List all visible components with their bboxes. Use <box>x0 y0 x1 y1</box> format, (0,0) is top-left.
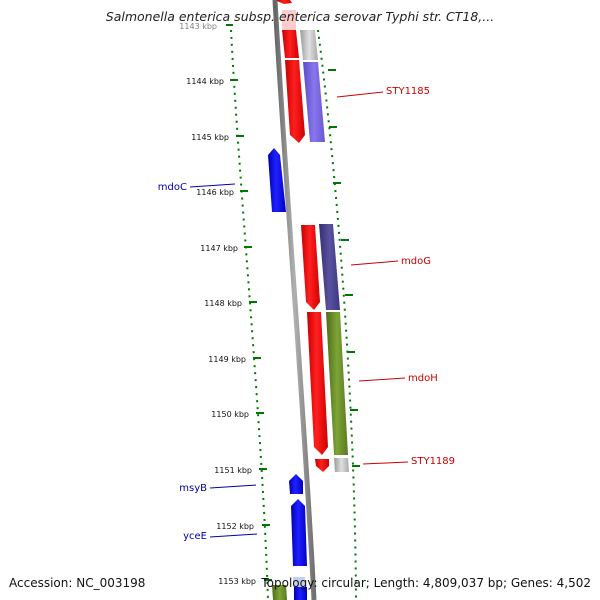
genome-backbone <box>272 0 317 600</box>
tick-label: 1145 kbp <box>191 133 229 142</box>
cog-block-gray[interactable] <box>300 30 318 60</box>
gene-arrow-reverse[interactable] <box>289 474 303 494</box>
gene-labels: STY1185 mdoC mdoG mdoH STY1189 msyB yceE <box>158 86 455 542</box>
gene-label-msyb[interactable]: msyB <box>179 483 207 494</box>
cog-block-dark-purple[interactable] <box>319 224 340 310</box>
tick-label: 1147 kbp <box>200 244 238 253</box>
reverse-genes <box>268 148 307 600</box>
tick-label: 1148 kbp <box>204 299 242 308</box>
tick-label: 1146 kbp <box>196 188 234 197</box>
gene-faint-reverse <box>293 577 305 587</box>
cog-block-green[interactable] <box>272 585 287 600</box>
tick-label: 1149 kbp <box>208 355 246 364</box>
scale-ticks <box>226 24 360 581</box>
gene-arrow-forward[interactable] <box>315 459 329 472</box>
gene-arrow-reverse[interactable] <box>294 587 307 600</box>
gene-arrow-reverse[interactable] <box>291 499 307 566</box>
gene-faint-forward <box>282 10 296 30</box>
gene-arrow-forward[interactable] <box>307 312 328 455</box>
cog-block-green[interactable] <box>326 312 348 455</box>
guide-arc-inner <box>230 29 269 600</box>
guide-dots <box>230 29 357 600</box>
cog-ring <box>272 30 349 600</box>
gene-label-mdoc[interactable]: mdoC <box>158 182 187 193</box>
gene-arrow-forward[interactable] <box>285 60 305 143</box>
gene-arrow-reverse[interactable] <box>268 148 286 212</box>
leader-line <box>336 91 384 98</box>
map-title: Salmonella enterica subsp. enterica sero… <box>106 9 494 24</box>
gene-arrow-forward[interactable] <box>282 30 299 58</box>
gene-label-sty1185[interactable]: STY1185 <box>386 86 430 97</box>
leader-line <box>362 461 409 465</box>
accession-text: Accession: NC_003198 <box>9 576 145 590</box>
forward-genes <box>277 0 329 472</box>
leader-line <box>189 183 236 188</box>
leader-line <box>209 484 257 489</box>
cog-block-gray[interactable] <box>334 458 349 472</box>
tick-label: 1143 kbp <box>179 22 217 31</box>
gene-label-mdoh[interactable]: mdoH <box>408 373 438 384</box>
tick-label: 1144 kbp <box>186 77 224 86</box>
tick-label: 1152 kbp <box>216 522 254 531</box>
gene-label-ycee[interactable]: yceE <box>183 531 207 542</box>
gene-arrow-forward[interactable] <box>301 225 320 310</box>
tick-label: 1150 kbp <box>211 410 249 419</box>
topology-text: Topology: circular; Length: 4,809,037 bp… <box>260 576 591 590</box>
tick-label: 1151 kbp <box>214 466 252 475</box>
leader-line <box>350 260 399 266</box>
tick-labels: 1143 kbp 1144 kbp 1145 kbp 1146 kbp 1147… <box>179 22 256 586</box>
gene-arrow-forward[interactable] <box>277 0 292 4</box>
gene-label-mdog[interactable]: mdoG <box>401 256 431 267</box>
leader-line <box>209 533 258 538</box>
label-leaders <box>189 91 409 538</box>
gene-label-sty1189[interactable]: STY1189 <box>411 456 455 467</box>
tick-label: 1153 kbp <box>218 577 256 586</box>
leader-line <box>358 377 406 382</box>
cog-block-purple[interactable] <box>303 62 325 142</box>
